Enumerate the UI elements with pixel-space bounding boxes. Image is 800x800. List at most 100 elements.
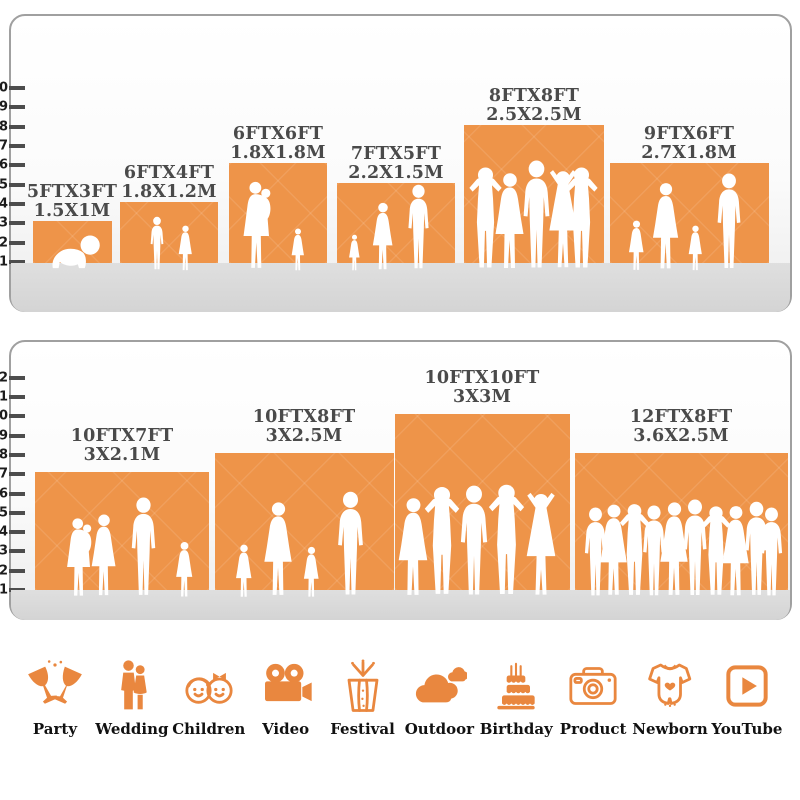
man-silhouette (753, 507, 790, 599)
ruler-tick: 5 (0, 178, 25, 191)
wedding-icon (121, 660, 147, 710)
category-festival: Festival (328, 658, 398, 738)
ruler-number: 11 (0, 389, 8, 405)
child-silhouette (301, 546, 322, 599)
small-sizes-panel: 10 9 8 7 6 5 4 3 2 1 (0, 14, 792, 312)
category-outdoor: Outdoor (404, 658, 474, 738)
category-label: Newborn (632, 720, 708, 738)
category-label: Festival (330, 720, 395, 738)
ruler-tick: 7 (0, 467, 25, 480)
ruler-tick: 4 (0, 197, 25, 210)
category-row: Party Wedding (0, 658, 800, 738)
backdrop-bar-10ftx10ft (395, 414, 570, 590)
category-birthday: Birthday (480, 658, 553, 738)
ruler-number: 7 (0, 138, 8, 154)
youtube-icon (726, 665, 768, 707)
backdrop-size-label: 6FTX4FT 1.8X1.2M (121, 163, 217, 202)
ruler-number: 10 (0, 408, 8, 424)
backdrop-size-label: 8FTX8FT 2.5X2.5M (486, 86, 582, 125)
outdoor-icon (416, 667, 468, 703)
ruler-number: 3 (0, 543, 8, 559)
ruler-tick: 1 (0, 255, 25, 268)
category-label: Children (172, 720, 246, 738)
birthday-icon (497, 662, 535, 710)
ruler-tick: 10 (0, 409, 25, 422)
ruler-tick: 11 (0, 390, 25, 403)
category-label: Outdoor (404, 720, 475, 738)
ruler-number: 4 (0, 524, 8, 540)
backdrop-bar-5ftx3ft (33, 221, 112, 263)
man-arms-up-silhouette (560, 164, 603, 272)
man-silhouette (709, 173, 749, 272)
newborn-icon (648, 663, 692, 707)
ruler-tick: 8 (0, 448, 25, 461)
boy-silhouette (146, 216, 168, 272)
ruler-number: 1 (0, 582, 8, 598)
category-party: Party (20, 658, 90, 738)
child-silhouette (686, 225, 705, 272)
ruler-tick: 2 (0, 564, 25, 577)
ruler-tick: 1 (0, 583, 25, 596)
girl-silhouette (289, 228, 307, 272)
ruler-number: 8 (0, 447, 8, 463)
category-video: Video (251, 658, 321, 738)
ruler-tick: 6 (0, 158, 25, 171)
ruler-tick: 9 (0, 429, 25, 442)
large-sizes-panel: 12 11 10 9 8 7 6 5 4 3 2 1 (0, 340, 792, 620)
children-icon (185, 672, 233, 704)
festival-icon (347, 659, 378, 712)
ruler-tick: 3 (0, 216, 25, 229)
backdrop-bar-12ftx8ft (575, 453, 788, 590)
ruler-tick: 10 (0, 81, 25, 94)
backdrop-bar-10ftx8ft (215, 453, 394, 590)
girl-silhouette (347, 234, 362, 272)
category-label: Video (262, 720, 310, 738)
girl-silhouette (176, 225, 195, 272)
backdrop-bar-6ftx4ft (120, 202, 218, 263)
category-children: Children (172, 658, 246, 738)
man-silhouette (401, 184, 436, 272)
video-icon (264, 663, 312, 702)
backdrop-size-label: 9FTX6FT 2.7X1.8M (641, 124, 737, 163)
party-icon (28, 660, 82, 704)
ruler-number: 12 (0, 370, 8, 386)
product-icon (569, 667, 617, 705)
category-label: Party (32, 720, 78, 738)
man-silhouette (123, 497, 164, 599)
backdrop-size-label: 10FTX7FT 3X2.1M (70, 426, 174, 465)
backdrop-bar-6ftx6ft (229, 163, 327, 263)
ruler-number: 2 (0, 235, 8, 251)
ruler-tick: 3 (0, 544, 25, 557)
category-wedding: Wedding (95, 658, 169, 738)
ruler-tick: 4 (0, 525, 25, 538)
ruler-tick: 12 (0, 371, 25, 384)
category-label: Wedding (95, 720, 169, 738)
backdrop-size-label: 10FTX8FT 3X2.5M (252, 407, 356, 446)
ruler-number: 7 (0, 466, 8, 482)
category-newborn: Newborn (632, 658, 708, 738)
woman-arms-up-silhouette (519, 489, 563, 599)
ruler-number: 6 (0, 486, 8, 502)
category-youtube: YouTube (711, 658, 783, 738)
child-silhouette (233, 544, 255, 599)
backdrop-size-label: 5FTX3FT 1.5X1M (26, 182, 118, 221)
backdrop-bar-10ftx7ft (35, 472, 209, 590)
backdrop-bar-7ftx5ft (337, 183, 455, 263)
backdrop-size-label: 6FTX6FT 1.8X1.8M (230, 124, 326, 163)
floor-strip (11, 263, 790, 312)
ruler-tick: 9 (0, 100, 25, 113)
ruler-tick: 7 (0, 139, 25, 152)
crawling-baby-silhouette (41, 232, 107, 272)
category-label: Product (559, 720, 627, 738)
ruler-tick: 2 (0, 236, 25, 249)
woman-silhouette (648, 182, 684, 272)
girl-silhouette (173, 541, 196, 599)
ruler-tick: 8 (0, 120, 25, 133)
category-label: YouTube (711, 720, 783, 738)
ruler-tick: 6 (0, 487, 25, 500)
ruler-number: 4 (0, 196, 8, 212)
ruler-number: 5 (0, 177, 8, 193)
woman-silhouette (369, 202, 397, 272)
man-silhouette (329, 491, 372, 599)
